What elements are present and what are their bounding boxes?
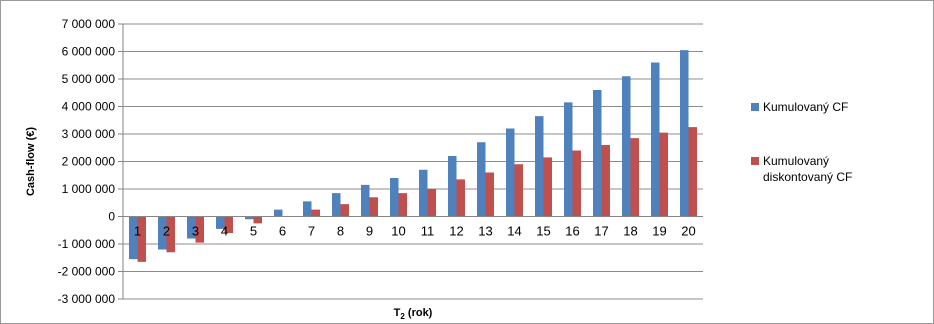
bar-series-1-13 <box>477 142 486 217</box>
x-category-label: 20 <box>681 224 695 239</box>
legend-swatch-series-2 <box>751 157 759 165</box>
x-category-label: 11 <box>421 224 435 239</box>
x-axis-title-main: T <box>394 307 401 319</box>
y-tick-label: -3 000 000 <box>58 292 116 306</box>
bar-series-2-8 <box>340 204 349 217</box>
bar-series-1-4 <box>216 216 225 229</box>
x-category-label: 1 <box>134 224 141 239</box>
bar-series-1-14 <box>506 128 515 217</box>
y-tick-label: 5 000 000 <box>62 72 116 86</box>
legend-label-series-2: Kumulovaný <box>763 154 829 168</box>
bar-series-2-16 <box>572 150 581 217</box>
x-category-label: 10 <box>391 224 405 239</box>
bar-series-1-12 <box>448 156 457 217</box>
legend-label-series-1: Kumulovaný CF <box>763 100 848 114</box>
x-category-label: 6 <box>279 224 286 239</box>
x-axis-title-rest: (rok) <box>405 307 433 319</box>
bar-series-1-9 <box>361 184 370 217</box>
bar-series-2-9 <box>369 197 378 217</box>
x-category-label: 4 <box>221 224 228 239</box>
bar-series-1-18 <box>622 76 631 217</box>
bar-series-2-15 <box>543 157 552 217</box>
x-category-label: 19 <box>652 224 666 239</box>
gridlines <box>118 23 703 300</box>
bar-series-2-4 <box>224 216 233 233</box>
bars <box>129 50 697 262</box>
bar-series-1-2 <box>158 216 167 250</box>
y-axis-title: Cash-flow (€) <box>25 127 37 196</box>
x-category-label: 14 <box>507 224 521 239</box>
bar-series-2-12 <box>456 179 465 217</box>
bar-series-2-18 <box>630 138 639 217</box>
x-category-label: 3 <box>192 224 199 239</box>
x-category-label: 5 <box>250 224 257 239</box>
y-tick-label: 2 000 000 <box>62 155 116 169</box>
bar-series-1-17 <box>593 90 602 217</box>
bar-series-2-11 <box>427 189 436 217</box>
bar-series-1-5 <box>245 216 254 220</box>
x-category-label: 12 <box>449 224 463 239</box>
y-tick-label: -2 000 000 <box>58 265 116 279</box>
x-category-label: 13 <box>478 224 492 239</box>
x-axis-title-subscript: 2 <box>400 312 405 321</box>
bar-series-2-14 <box>514 164 523 217</box>
legend-swatch-series-1 <box>751 103 759 111</box>
legend-label-series-2: diskontovaný CF <box>763 170 852 184</box>
x-category-label: 15 <box>536 224 550 239</box>
x-category-label: 2 <box>163 224 170 239</box>
bar-series-2-20 <box>688 127 697 217</box>
bar-series-2-5 <box>253 216 262 224</box>
bar-series-1-10 <box>390 178 399 217</box>
bar-series-2-10 <box>398 193 407 217</box>
y-tick-label: 7 000 000 <box>62 17 116 31</box>
bar-series-1-6 <box>274 209 283 217</box>
bar-series-2-17 <box>601 145 610 217</box>
x-category-label: 17 <box>594 224 608 239</box>
y-tick-label: 1 000 000 <box>62 182 116 196</box>
bar-series-1-15 <box>535 116 544 217</box>
legend: Kumulovaný CF Kumulovaný diskontovaný CF <box>751 100 852 184</box>
bar-series-1-19 <box>651 62 660 217</box>
bar-series-1-7 <box>303 201 312 217</box>
x-category-label: 9 <box>366 224 373 239</box>
bar-series-2-2 <box>166 216 175 253</box>
bar-series-1-16 <box>564 102 573 217</box>
x-axis-category-labels: 1 2 3 4 5 6 7 8 9 10 11 12 13 14 15 16 17 18 19 20 <box>134 224 696 239</box>
bar-series-1-1 <box>129 216 138 260</box>
x-category-label: 18 <box>623 224 637 239</box>
x-category-label: 16 <box>565 224 579 239</box>
bar-series-1-11 <box>419 169 428 217</box>
y-axis-tick-labels: 7 000 000 6 000 000 5 000 000 4 000 000 3 00… <box>58 17 116 306</box>
x-axis-title: T2 (rok) <box>394 307 433 321</box>
y-tick-label: -1 000 000 <box>58 237 116 251</box>
y-tick-label: 3 000 000 <box>62 127 116 141</box>
bar-series-1-3 <box>187 216 196 239</box>
y-tick-label: 0 <box>108 210 115 224</box>
bar-series-2-1 <box>137 216 146 262</box>
bar-series-2-19 <box>659 132 668 217</box>
x-category-label: 8 <box>337 224 344 239</box>
y-tick-label: 4 000 000 <box>62 100 116 114</box>
x-category-label: 7 <box>308 224 315 239</box>
bar-series-1-20 <box>680 50 689 217</box>
bar-series-2-3 <box>195 216 204 243</box>
bar-series-1-8 <box>332 193 341 217</box>
y-tick-label: 6 000 000 <box>62 45 116 59</box>
bar-series-2-13 <box>485 172 494 217</box>
bar-series-2-7 <box>311 209 320 217</box>
